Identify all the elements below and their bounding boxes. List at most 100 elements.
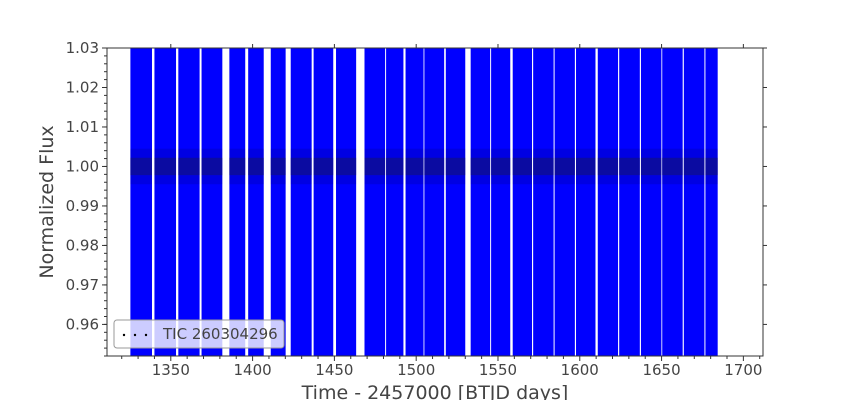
y-tick-label-0: 0.96 (66, 315, 99, 333)
flux-core-17 (512, 157, 533, 176)
flux-core-14 (445, 157, 466, 176)
flux-segment-2 (178, 48, 200, 356)
flux-core-13 (424, 157, 445, 176)
flux-segment-6 (270, 48, 286, 356)
flux-segment-4 (229, 48, 246, 356)
flux-core-10 (364, 157, 386, 176)
flux-segment-0 (130, 48, 152, 356)
flux-core-20 (576, 157, 596, 176)
flux-core-24 (662, 157, 683, 176)
flux-spread-9 (336, 148, 357, 185)
flux-spread-15 (470, 148, 491, 185)
flux-core-12 (405, 157, 424, 176)
flux-segment-23 (640, 48, 662, 356)
x-tick-label-1500: 1500 (397, 361, 435, 379)
flux-segment-18 (533, 48, 554, 356)
flux-segment-15 (470, 48, 491, 356)
y-tick-label-7: 1.03 (66, 39, 99, 57)
flux-segment-20 (576, 48, 596, 356)
flux-core-4 (229, 157, 246, 176)
flux-segment-24 (662, 48, 683, 356)
flux-spread-16 (491, 148, 511, 185)
flux-segment-13 (424, 48, 445, 356)
flux-core-9 (336, 157, 357, 176)
flux-core-5 (248, 157, 264, 176)
legend-label: TIC 260304296 (162, 325, 278, 343)
flux-core-2 (178, 157, 200, 176)
y-tick-label-1: 0.97 (66, 276, 99, 294)
flux-segment-26 (705, 48, 718, 356)
flux-series (130, 48, 718, 356)
flux-spread-5 (248, 148, 264, 185)
flux-spread-11 (386, 148, 404, 185)
flux-segment-21 (597, 48, 619, 356)
flux-segment-22 (619, 48, 640, 356)
flux-segment-3 (201, 48, 223, 356)
y-tick-label-4: 1.00 (66, 157, 99, 175)
flux-spread-21 (597, 148, 619, 185)
flux-segment-19 (554, 48, 575, 356)
flux-segment-25 (683, 48, 705, 356)
flux-segment-5 (248, 48, 264, 356)
x-axis-label: Time - 2457000 [BTJD days] (301, 382, 569, 400)
flux-segment-7 (290, 48, 312, 356)
y-tick-label-3: 0.99 (66, 197, 99, 215)
flux-core-15 (470, 157, 491, 176)
legend: TIC 260304296 (113, 319, 285, 349)
flux-core-8 (313, 157, 334, 176)
legend-marker (122, 333, 148, 337)
flux-core-25 (683, 157, 705, 176)
x-tick-label-1550: 1550 (479, 361, 517, 379)
y-tick-label-2: 0.98 (66, 236, 99, 254)
flux-segment-17 (512, 48, 533, 356)
y-tick-label-6: 1.02 (66, 78, 99, 96)
y-axis: 0.96 0.97 0.98 0.99 1.00 1.01 1.02 1.03 (66, 39, 767, 357)
y-tick-label-5: 1.01 (66, 118, 99, 136)
flux-spread-13 (424, 148, 445, 185)
flux-core-0 (130, 157, 152, 176)
flux-spread-3 (201, 148, 223, 185)
flux-core-21 (597, 157, 619, 176)
x-tick-label-1700: 1700 (724, 361, 762, 379)
flux-spread-23 (640, 148, 662, 185)
flux-segment-9 (336, 48, 357, 356)
flux-segment-14 (445, 48, 466, 356)
flux-spread-19 (554, 148, 575, 185)
flux-spread-17 (512, 148, 533, 185)
y-axis-label: Normalized Flux (36, 125, 58, 278)
x-tick-label-1450: 1450 (315, 361, 353, 379)
flux-spread-25 (683, 148, 705, 185)
flux-spread-1 (154, 148, 177, 185)
legend-box (113, 319, 285, 349)
flux-core-1 (154, 157, 177, 176)
flux-core-7 (290, 157, 312, 176)
flux-spread-18 (533, 148, 554, 185)
flux-segment-12 (405, 48, 424, 356)
x-tick-label-1600: 1600 (561, 361, 599, 379)
flux-segment-10 (364, 48, 386, 356)
x-tick-label-1400: 1400 (234, 361, 272, 379)
flux-spread-20 (576, 148, 596, 185)
x-tick-label-1650: 1650 (642, 361, 680, 379)
flux-spread-4 (229, 148, 246, 185)
x-tick-label-1350: 1350 (152, 361, 190, 379)
x-axis: 1350 1400 1450 1500 1550 1600 1650 1700 (121, 44, 762, 379)
flux-spread-7 (290, 148, 312, 185)
flux-spread-12 (405, 148, 424, 185)
flux-segment-8 (313, 48, 334, 356)
flux-core-22 (619, 157, 640, 176)
flux-spread-14 (445, 148, 466, 185)
flux-spread-24 (662, 148, 683, 185)
flux-spread-8 (313, 148, 334, 185)
flux-segment-11 (386, 48, 404, 356)
flux-segment-16 (491, 48, 511, 356)
flux-spread-2 (178, 148, 200, 185)
flux-spread-6 (270, 148, 286, 185)
plot-frame (106, 47, 764, 357)
flux-core-26 (705, 157, 718, 176)
flux-core-23 (640, 157, 662, 176)
flux-core-3 (201, 157, 223, 176)
flux-spread-26 (705, 148, 718, 185)
flux-core-18 (533, 157, 554, 176)
